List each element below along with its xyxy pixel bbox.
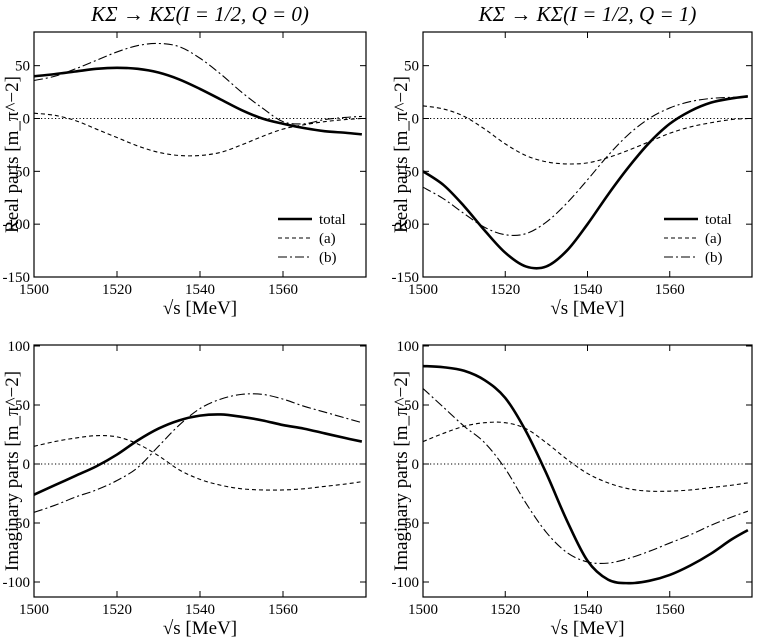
x-tick-label: 1500 <box>19 602 49 618</box>
panel-3: 1500 1520 1540 1560 -100 -50 0 50 100 √s [MeV] Ima… <box>2 339 367 639</box>
x-tick-label: 1540 <box>185 282 215 298</box>
series-line-0 <box>423 95 749 270</box>
x-tick-label: 1520 <box>490 602 520 618</box>
y-tick-label: 50 <box>404 59 419 75</box>
panel-1: 1500 1520 1540 1560 -150 -100 -50 0 50 KΣ → KΣ(I … <box>2 2 367 319</box>
y-tick-label: 0 <box>412 457 420 473</box>
series-line-0 <box>34 413 363 496</box>
y-tick-label: -100 <box>392 575 420 591</box>
y-tick-label: -150 <box>3 270 31 286</box>
y-tick-label: 50 <box>15 59 30 75</box>
x-tick-label: 1500 <box>408 282 438 298</box>
y-tick-label: -50 <box>10 164 30 180</box>
y-axis-label: Real parts [m_π^−2] <box>2 76 23 233</box>
panel-title: KΣ → KΣ(I = 1/2, Q = 1) <box>478 2 697 26</box>
plot-frame <box>422 31 753 278</box>
series-line-1 <box>423 105 748 165</box>
x-tick-label: 1520 <box>102 282 132 298</box>
panel-2: 1500 1520 1540 1560 -150 -100 -50 0 50 KΣ → KΣ(I … <box>391 2 753 319</box>
panel-4: 1500 1520 1540 1560 -100 -50 0 50 100 √s [MeV] Ima… <box>391 339 753 639</box>
y-tick-label: 100 <box>8 339 31 355</box>
y-tick-label: -100 <box>3 575 31 591</box>
x-axis-label: √s [MeV] <box>550 618 624 639</box>
plot-frame <box>33 344 367 598</box>
series-line-2 <box>34 393 363 513</box>
y-tick-label: 0 <box>23 457 31 473</box>
series-line-1 <box>34 112 362 157</box>
x-tick-label: 1560 <box>268 282 298 298</box>
x-tick-label: 1560 <box>268 602 298 618</box>
x-tick-label: 1540 <box>573 602 603 618</box>
legend-label-0: total <box>705 212 732 228</box>
legend-label-1: (a) <box>319 231 336 247</box>
legend-label-0: total <box>319 212 346 228</box>
x-tick-label: 1540 <box>185 602 215 618</box>
x-tick-label: 1520 <box>490 282 520 298</box>
x-tick-label: 1560 <box>655 602 685 618</box>
y-axis-label: Imaginary parts [m_π^−2] <box>391 371 412 571</box>
x-axis-label: √s [MeV] <box>163 618 237 639</box>
legend-label-2: (b) <box>705 250 723 266</box>
y-axis-label: Imaginary parts [m_π^−2] <box>2 371 23 571</box>
x-tick-label: 1520 <box>102 602 132 618</box>
y-tick-label: 0 <box>412 112 420 128</box>
x-axis-label: √s [MeV] <box>163 298 237 319</box>
y-tick-label: -100 <box>392 217 420 233</box>
y-tick-label: 50 <box>15 398 30 414</box>
y-tick-label: 50 <box>404 398 419 414</box>
legend-label-1: (a) <box>705 231 722 247</box>
series-line-2 <box>423 388 749 565</box>
plot-frame <box>33 31 367 278</box>
series-line-1 <box>423 421 748 492</box>
series-line-2 <box>423 96 748 236</box>
series-line-0 <box>423 364 749 585</box>
y-tick-label: 100 <box>397 339 420 355</box>
y-tick-label: -50 <box>399 164 419 180</box>
y-tick-label: -150 <box>392 270 420 286</box>
plot-frame <box>422 344 753 598</box>
series-line-0 <box>34 66 362 136</box>
y-axis-label: Real parts [m_π^−2] <box>391 76 412 233</box>
y-tick-label: -50 <box>10 516 30 532</box>
x-tick-label: 1560 <box>655 282 685 298</box>
legend-label-2: (b) <box>319 250 337 266</box>
x-tick-label: 1540 <box>573 282 603 298</box>
y-tick-label: -100 <box>3 217 31 233</box>
panel-title: KΣ → KΣ(I = 1/2, Q = 0) <box>90 2 309 26</box>
series-line-2 <box>34 42 362 125</box>
x-tick-label: 1500 <box>408 602 438 618</box>
x-axis-label: √s [MeV] <box>550 298 624 319</box>
y-tick-label: 0 <box>23 112 31 128</box>
y-tick-label: -50 <box>399 516 419 532</box>
x-tick-label: 1500 <box>19 282 49 298</box>
series-line-1 <box>34 435 362 491</box>
